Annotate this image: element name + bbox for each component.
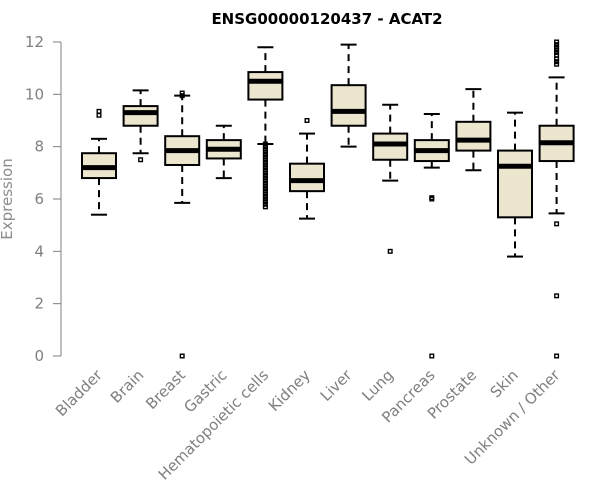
outlier-point: [429, 353, 435, 359]
outlier-point: [138, 157, 144, 163]
box-group: [122, 89, 159, 163]
outlier-point: [554, 49, 560, 55]
box-group: [455, 88, 492, 172]
y-tick-label: 6: [34, 190, 44, 208]
outlier-point: [554, 52, 560, 58]
outlier-point: [554, 353, 560, 359]
y-axis: 0 2 4 6 8 10 12: [25, 33, 62, 365]
outlier-point: [429, 195, 435, 201]
box-group: [538, 39, 575, 359]
outlier-point: [304, 117, 310, 123]
outlier-point: [262, 159, 268, 165]
box-group: [81, 108, 117, 216]
outlier-point: [554, 56, 560, 62]
box-group: [413, 112, 450, 359]
box-group: [372, 103, 409, 254]
box-group: [247, 46, 284, 210]
outlier-point: [262, 172, 268, 178]
y-axis-title: Expression: [0, 158, 16, 239]
box-group: [289, 117, 325, 220]
outlier-point: [262, 149, 268, 155]
outlier-point: [262, 188, 268, 194]
iqr-box: [122, 105, 159, 127]
outlier-point: [554, 44, 560, 50]
iqr-box: [289, 162, 325, 193]
outlier-point: [387, 248, 393, 254]
outlier-point: [554, 39, 560, 45]
x-tick-label: Skin: [487, 366, 522, 401]
outlier-point: [262, 196, 268, 202]
y-tick-label: 12: [25, 33, 44, 51]
y-tick-label: 8: [34, 138, 44, 156]
outlier-point: [262, 157, 268, 163]
outlier-point: [262, 162, 268, 168]
outlier-point: [262, 144, 268, 150]
outlier-point: [262, 186, 268, 192]
plot-area: [81, 39, 575, 359]
outlier-point: [262, 204, 268, 210]
y-tick-label: 2: [34, 295, 44, 313]
x-tick-label: Kidney: [265, 366, 314, 415]
outlier-point: [262, 165, 268, 171]
box-group: [164, 90, 201, 359]
box-group: [330, 43, 367, 148]
y-tick-label: 10: [25, 85, 44, 103]
outlier-point: [262, 180, 268, 186]
x-tick-label: Lung: [358, 366, 397, 405]
outlier-point: [262, 170, 268, 176]
outlier-point: [262, 191, 268, 197]
outlier-point: [262, 193, 268, 199]
outlier-point: [179, 90, 185, 96]
outlier-point: [262, 146, 268, 152]
outlier-point: [262, 199, 268, 205]
box-group: [497, 111, 533, 258]
outlier-point: [554, 293, 560, 299]
iqr-box: [455, 120, 492, 152]
outlier-point: [554, 61, 560, 67]
iqr-box: [497, 149, 533, 219]
outlier-point: [554, 221, 560, 227]
outlier-point: [262, 154, 268, 160]
outlier-point: [262, 167, 268, 173]
iqr-box: [372, 132, 409, 161]
iqr-box: [330, 84, 367, 127]
outlier-point: [262, 141, 268, 147]
outlier-point: [262, 178, 268, 184]
outlier-point: [554, 42, 560, 48]
x-tick-label: Bladder: [52, 366, 106, 420]
x-tick-label: Liver: [317, 366, 356, 405]
outlier-point: [262, 201, 268, 207]
outlier-point: [179, 353, 185, 359]
iqr-box: [247, 71, 284, 101]
outlier-point: [554, 59, 560, 65]
y-tick-label: 4: [34, 242, 44, 260]
box-group: [205, 124, 242, 180]
outlier-point: [179, 93, 185, 99]
outlier-point: [96, 112, 102, 118]
outlier-point: [262, 183, 268, 189]
y-tick-label: 0: [34, 347, 44, 365]
outlier-point: [262, 152, 268, 158]
outlier-point: [262, 175, 268, 181]
outlier-point: [554, 47, 560, 53]
chart-title: ENSG00000120437 - ACAT2: [211, 10, 442, 28]
outlier-point: [96, 108, 102, 114]
